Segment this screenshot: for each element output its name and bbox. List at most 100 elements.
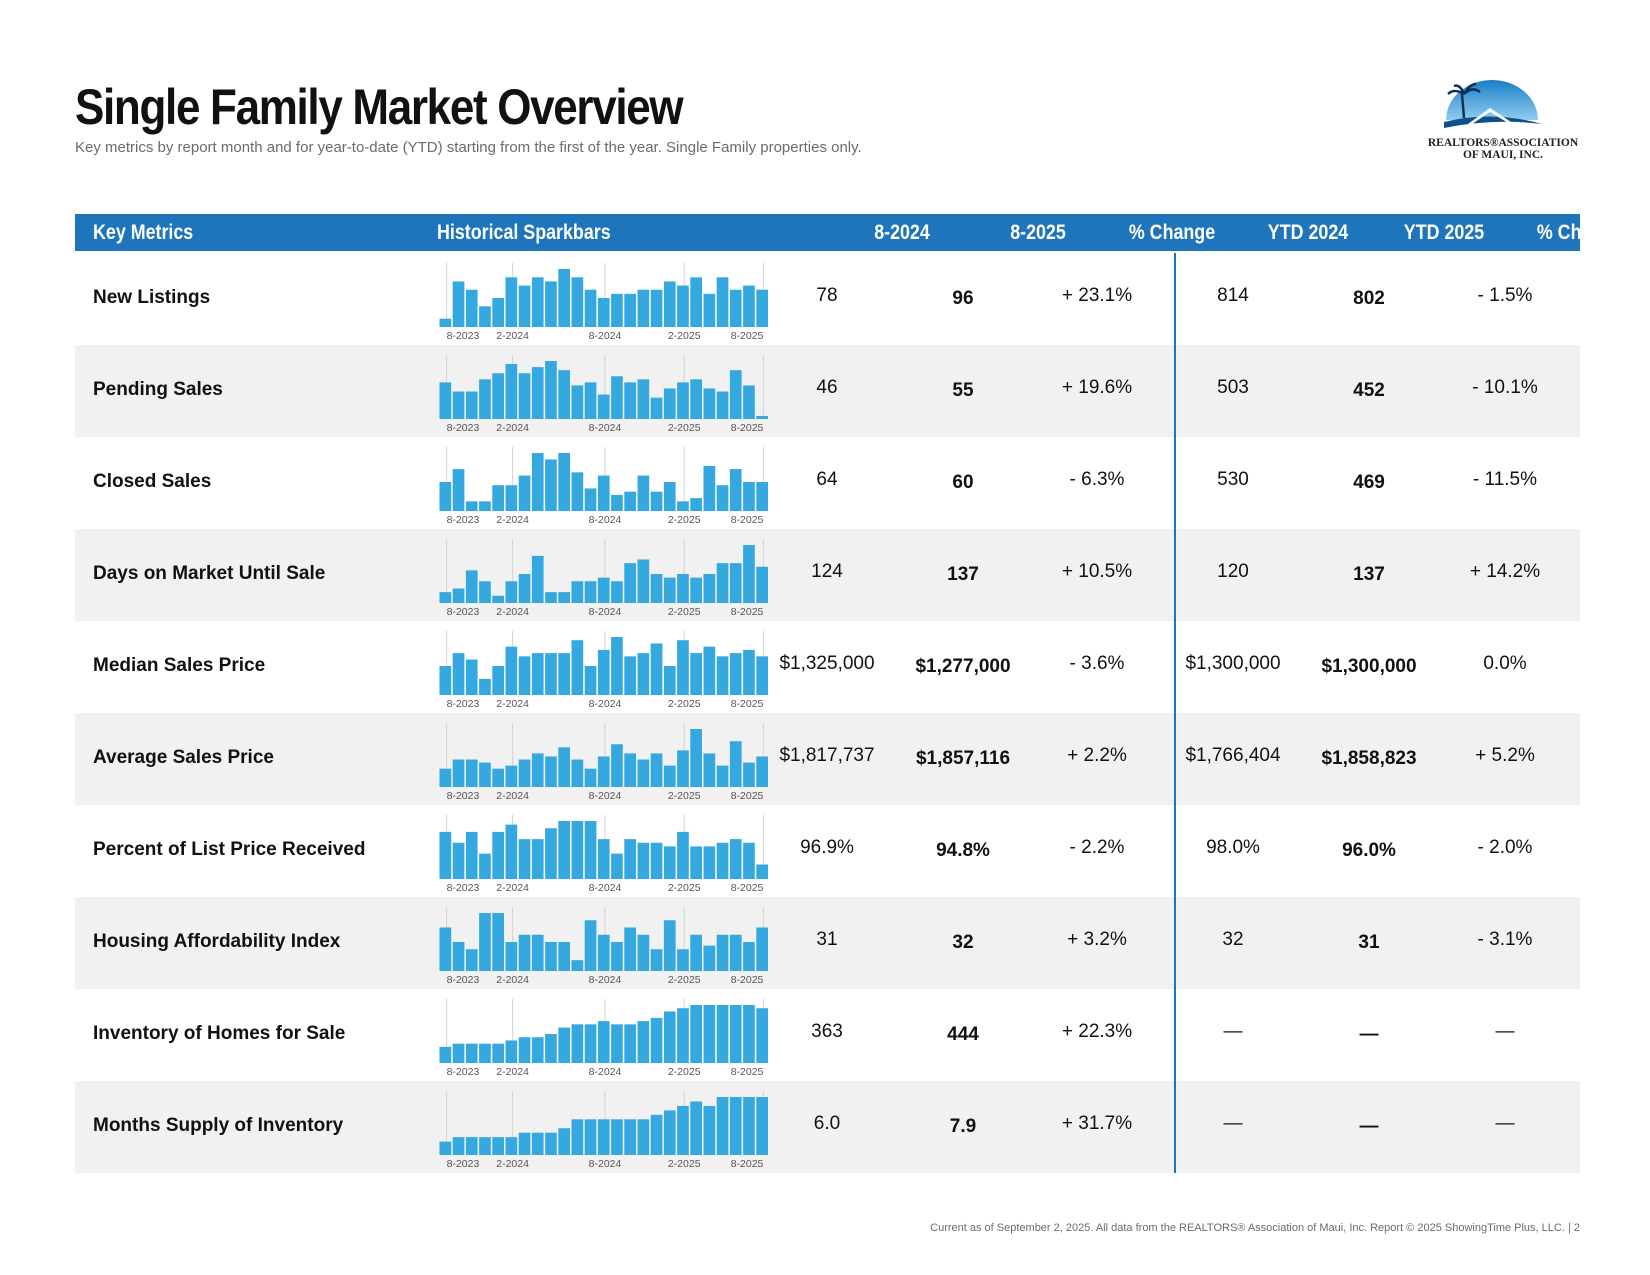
sparkbar <box>439 831 452 880</box>
ytd-percent-change-value: - 1.5% <box>1477 285 1533 306</box>
sparkbar <box>597 298 610 327</box>
sparkbar <box>505 277 518 327</box>
sparkbar <box>518 934 531 971</box>
ytd-2024-value: — <box>1223 1021 1243 1042</box>
sparkbar <box>663 765 676 787</box>
sparkbar-axis-label: 8-2025 <box>731 330 764 342</box>
month-2024-value: 96.9% <box>800 837 854 858</box>
sparkbar <box>637 559 650 603</box>
sparkbar <box>611 1119 623 1155</box>
sparkbar <box>650 949 663 971</box>
sparkbar-axis-label: 2-2024 <box>496 422 529 434</box>
sparkbar <box>479 678 491 695</box>
sparkbar <box>518 373 531 419</box>
percent-change-value: - 2.2% <box>1069 837 1125 858</box>
month-2025-value: 96 <box>952 288 974 309</box>
header-month-2025: 8-2025 <box>1010 221 1066 244</box>
sparkbar <box>677 574 689 603</box>
ytd-2025-value: 137 <box>1353 564 1385 585</box>
sparkbar-chart: 8-2023 2-2024 8-2024 2-2025 8-2025 <box>439 999 768 1078</box>
sparkbar <box>584 1119 597 1155</box>
sparkbar-axis-label: 8-2025 <box>731 1066 764 1078</box>
header-ytd-percent-change: % Change <box>1536 221 1624 244</box>
sparkbar <box>531 453 544 511</box>
sparkbar <box>452 588 465 603</box>
sparkbar <box>663 920 676 971</box>
sparkbar-axis-label: 2-2025 <box>668 330 701 342</box>
ytd-2024-value: 120 <box>1217 561 1249 582</box>
sparkbar <box>650 643 663 695</box>
sparkbar <box>505 1137 518 1155</box>
metric-label: New Listings <box>93 287 211 308</box>
metric-label: Average Sales Price <box>93 747 274 768</box>
sparkbar <box>571 960 584 972</box>
sparkbar-axis-label: 2-2025 <box>668 1158 701 1170</box>
sparkbar <box>518 656 531 695</box>
sparkbar <box>637 475 650 511</box>
percent-change-value: - 3.6% <box>1069 653 1125 674</box>
sparkbar <box>703 1105 716 1155</box>
sparkbar <box>756 289 768 327</box>
sparkbar <box>584 768 597 787</box>
sparkbar <box>690 379 702 419</box>
sparkbar <box>703 945 716 972</box>
sparkbar <box>571 640 584 695</box>
sparkbar <box>518 1132 531 1155</box>
sparkbar <box>690 1101 702 1155</box>
page-title: Single Family Market Overview <box>75 79 684 135</box>
sparkbar <box>716 765 729 787</box>
sparkbar <box>624 382 636 419</box>
month-2024-value: 78 <box>816 285 838 306</box>
sparkbar <box>716 391 729 419</box>
month-2025-value: 94.8% <box>936 840 990 861</box>
sparkbar <box>637 1119 650 1155</box>
sparkbar <box>756 1008 768 1063</box>
sparkbar <box>465 289 478 327</box>
sparkbar <box>452 1137 465 1155</box>
sparkbar <box>518 475 531 511</box>
metric-label: Days on Market Until Sale <box>93 563 326 584</box>
sparkbar <box>597 839 610 880</box>
sparkbar-axis-label: 8-2024 <box>589 698 622 710</box>
sparkbar <box>611 581 623 603</box>
ytd-2025-value: — <box>1359 1116 1379 1137</box>
sparkbar <box>479 853 491 880</box>
sparkbar <box>716 485 729 511</box>
sparkbar-axis-label: 8-2024 <box>589 422 622 434</box>
metric-label: Housing Affordability Index <box>93 931 341 952</box>
ytd-percent-change-value: 0.0% <box>1483 653 1527 674</box>
sparkbar <box>545 281 557 327</box>
sparkbar <box>571 472 584 511</box>
sparkbar <box>531 934 544 971</box>
sparkbar <box>729 370 742 419</box>
sparkbar <box>531 839 544 880</box>
sparkbar <box>558 653 570 695</box>
sparkbar <box>465 1043 478 1063</box>
sparkbar <box>650 491 663 511</box>
sparkbar <box>743 942 755 971</box>
sparkbar <box>611 494 623 511</box>
sparkbar <box>558 370 570 419</box>
sparkbar <box>597 475 610 511</box>
header-percent-change: % Change <box>1128 221 1216 244</box>
sparkbar <box>452 759 465 787</box>
sparkbar-axis-label: 2-2025 <box>668 1066 701 1078</box>
metric-label: Median Sales Price <box>93 655 266 676</box>
sparkbar-axis-label: 2-2025 <box>668 514 701 526</box>
sparkbar-axis-label: 2-2024 <box>496 514 529 526</box>
table-row: Percent of List Price Received 8-2023 2-20… <box>75 805 1580 897</box>
sparkbar-chart: 8-2023 2-2024 8-2024 2-2025 8-2025 <box>439 1091 768 1170</box>
sparkbar <box>703 293 716 327</box>
table-row: Inventory of Homes for Sale 8-2023 2-2024 8… <box>75 989 1580 1081</box>
sparkbar <box>650 1017 663 1063</box>
sparkbar-axis-label: 2-2024 <box>496 330 529 342</box>
sparkbar-axis-label: 8-2023 <box>447 790 480 802</box>
sparkbar <box>729 1097 742 1155</box>
sparkbar <box>439 768 452 787</box>
table-row: Days on Market Until Sale 8-2023 2-2024 8-2… <box>75 529 1580 621</box>
sparkbar <box>677 501 689 511</box>
sparkbar-axis-label: 8-2023 <box>447 882 480 894</box>
sparkbar-axis-label: 8-2024 <box>589 606 622 618</box>
sparkbar <box>703 388 716 419</box>
metric-label: Inventory of Homes for Sale <box>93 1023 346 1044</box>
